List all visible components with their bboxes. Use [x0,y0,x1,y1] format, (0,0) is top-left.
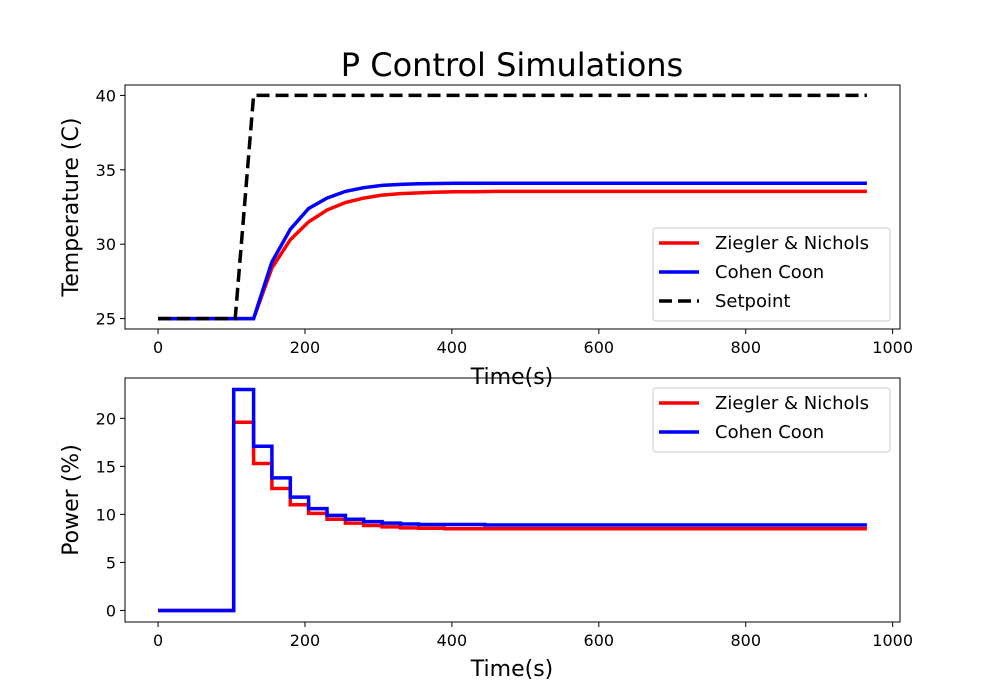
chart-title: P Control Simulations [341,46,683,84]
y-tick-label: 40 [96,86,116,105]
y-axis-label-bottom: Power (%) [59,444,84,556]
y-tick-label: 10 [96,505,116,524]
temperature-plot-frame [124,84,901,330]
x-tick-label: 200 [290,338,321,357]
series-line-setpoint [158,93,867,321]
x-tick-label: 200 [290,631,321,650]
y-tick-label: 35 [96,161,116,180]
y-tick-label: 15 [96,457,116,476]
x-tick-label: 0 [153,631,163,650]
series-line-ziegler-nichols [158,189,867,321]
legend-label: Setpoint [715,291,790,312]
legend-box [652,227,891,322]
x-tick-label: 400 [437,631,468,650]
x-tick-label: 1000 [872,631,913,650]
y-tick-label: 25 [96,310,116,329]
power-subplot: 0 200 400 600 800 1000 0 5 10 15 20 Time(s) Power … [59,377,913,682]
legend-label: Cohen Coon [715,422,824,443]
x-tick-label: 600 [584,631,615,650]
x-tick-label: 800 [730,631,761,650]
y-axis-label-top: Temperature (C) [59,118,84,298]
y-tick-label: 5 [106,553,116,572]
power-plot-area [158,387,867,613]
temperature-ticks: 0 200 400 600 800 1000 25 30 35 40 [96,86,913,357]
x-tick-label: 800 [730,338,761,357]
x-tick-label: 0 [153,338,163,357]
temperature-plot-area [158,93,867,321]
x-tick-label: 1000 [872,338,913,357]
legend-label: Ziegler & Nichols [715,233,869,254]
legend-box [652,387,891,453]
legend-label: Ziegler & Nichols [715,393,869,414]
series-line-cohen-coon [158,387,867,613]
series-line-cohen-coon [158,181,867,321]
power-legend: Ziegler & Nichols Cohen Coon [652,387,891,453]
power-ticks: 0 200 400 600 800 1000 0 5 10 15 20 [96,409,913,650]
temperature-subplot: P Control Simulations 0 200 400 600 800 1000 2… [59,46,913,390]
x-axis-label-bottom: Time(s) [470,657,553,682]
power-plot-frame [124,377,901,623]
y-tick-label: 0 [106,601,116,620]
legend-label: Cohen Coon [715,262,824,283]
y-tick-label: 20 [96,409,116,428]
x-tick-label: 400 [437,338,468,357]
temperature-legend: Ziegler & Nichols Cohen Coon Setpoint [652,227,891,322]
y-tick-label: 30 [96,235,116,254]
x-tick-label: 600 [584,338,615,357]
